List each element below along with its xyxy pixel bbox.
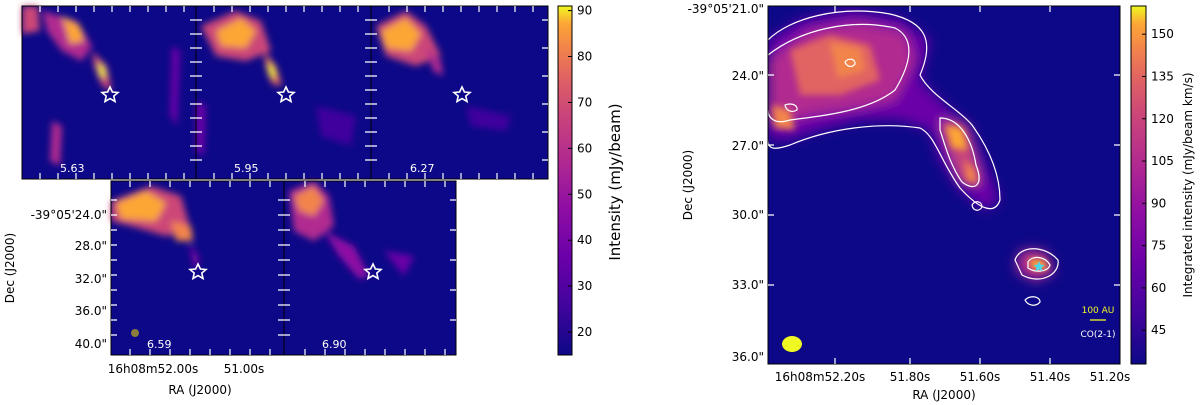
dec-tick-label: 40.0" xyxy=(75,337,107,351)
velocity-label: 5.63 xyxy=(60,162,85,175)
y-axis-label: Dec (J2000) xyxy=(681,150,695,220)
dec-tick-label: 33.0" xyxy=(732,278,764,292)
colorbar-tick-label: 45 xyxy=(1151,323,1166,337)
contour-lines xyxy=(768,10,1059,306)
channel-panel-5 xyxy=(284,181,456,355)
star-icon xyxy=(452,85,472,104)
colorbar-tick-label: 50 xyxy=(577,187,592,201)
dec-tick-label: 24.0" xyxy=(732,69,764,83)
star-icon xyxy=(100,85,120,104)
scale-bar-label: 100 AU xyxy=(1082,306,1115,316)
colorbar-tick-label: 60 xyxy=(1151,281,1166,295)
star-icon xyxy=(276,85,296,104)
channel-panel-1 xyxy=(22,6,196,179)
colorbar-tick-label: 90 xyxy=(577,4,592,18)
ra-tick-label: 51.60s xyxy=(960,370,1001,384)
map-ticks xyxy=(768,6,1120,364)
ra-tick-label: 16h08m52.00s xyxy=(108,362,198,376)
velocity-label: 6.27 xyxy=(410,162,435,175)
ra-tick-label: 16h08m52.20s xyxy=(775,370,865,384)
dec-tick-label: -39°05'24.0" xyxy=(31,208,107,222)
dec-tick-label: 36.0" xyxy=(75,304,107,318)
ra-tick-label: 51.80s xyxy=(890,370,931,384)
dec-tick-label: 30.0" xyxy=(732,208,764,222)
line-label: CO(2-1) xyxy=(1080,330,1115,340)
colorbar-label: Intensity (mJy/beam) xyxy=(606,103,624,260)
colorbar-tick-label: 120 xyxy=(1151,112,1174,126)
colorbar-tick-label: 60 xyxy=(577,141,592,155)
colorbar-tick-label: 80 xyxy=(577,50,592,64)
dec-tick-label: 36.0" xyxy=(732,350,764,364)
ra-tick-label: 51.40s xyxy=(1030,370,1071,384)
dec-tick-label: 28.0" xyxy=(75,239,107,253)
ra-tick-label: 51.20s xyxy=(1090,370,1131,384)
beam-ellipse xyxy=(782,336,802,352)
colorbar-left: 20 30 40 50 60 70 80 90 Intensity (mJy/beam) xyxy=(557,4,624,356)
velocity-label: 6.59 xyxy=(147,338,172,351)
colorbar-tick-label: 70 xyxy=(577,95,592,109)
ra-tick-label: 51.00s xyxy=(224,362,265,376)
colorbar-ticks: 45 60 75 90 105 120 135 150 xyxy=(1142,27,1174,337)
colorbar-label: Integrated intensity (mJy/beam km/s) xyxy=(1181,72,1195,297)
colorbar-tick-label: 150 xyxy=(1151,27,1174,41)
star-icon xyxy=(1033,261,1045,272)
star-icon xyxy=(363,262,383,281)
channel-maps: 5.63 5.95 6.27 6.59 6.90 -39°05'24.0" 28… xyxy=(3,4,624,397)
velocity-label: 6.90 xyxy=(322,338,347,351)
integrated-map: 100 AU CO(2-1) -39°05'21.0" 24.0" 27.0" … xyxy=(681,2,1195,402)
colorbar-tick-label: 135 xyxy=(1151,69,1174,83)
channel-panel-4 xyxy=(111,181,284,355)
colorbar-tick-label: 30 xyxy=(577,279,592,293)
colorbar-ticks: 20 30 40 50 60 70 80 90 xyxy=(568,4,592,339)
star-icon xyxy=(188,262,208,281)
colorbar-tick-label: 90 xyxy=(1151,196,1166,210)
y-axis-label: Dec (J2000) xyxy=(3,233,17,303)
dec-tick-label: 32.0" xyxy=(75,272,107,286)
colorbar-tick-label: 75 xyxy=(1151,239,1166,253)
dec-tick-label: -39°05'21.0" xyxy=(688,2,764,16)
x-axis-label: RA (J2000) xyxy=(912,388,975,402)
colorbar-right: 45 60 75 90 105 120 135 150 Integrated intensit… xyxy=(1130,5,1195,365)
panel-ticks xyxy=(39,6,548,355)
x-axis-label: RA (J2000) xyxy=(168,383,231,397)
velocity-label: 5.95 xyxy=(234,162,259,175)
star-markers xyxy=(100,85,472,281)
colorbar-tick-label: 105 xyxy=(1151,154,1174,168)
colorbar-tick-label: 40 xyxy=(577,233,592,247)
dec-tick-label: 27.0" xyxy=(732,139,764,153)
colorbar-tick-label: 20 xyxy=(577,325,592,339)
